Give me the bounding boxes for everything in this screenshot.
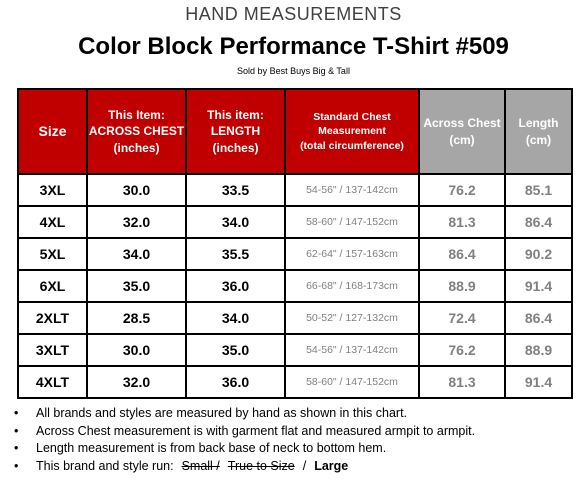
cell-length-inches: 35.5 [185,237,286,271]
cell-chest-cm: 81.3 [418,365,506,399]
header-line: ACROSS CHEST [88,124,185,139]
cell-standard-chest: 58-60" / 147-152cm [284,365,420,399]
cell-length-inches: 36.0 [185,269,286,303]
cell-length-cm: 86.4 [504,205,573,239]
cell-standard-chest: 54-56" / 137-142cm [284,173,420,207]
cell-length-inches: 35.0 [185,333,286,367]
fit-run-label: This brand and style run: [36,458,174,473]
note-text: Length measurement is from back base of … [36,441,387,455]
header-line: Length [518,116,559,131]
fit-separator: / [302,458,307,473]
cell-chest-cm: 76.2 [418,173,506,207]
cell-standard-chest: 66-68" / 168-173cm [284,269,420,303]
cell-standard-chest: 62-64" / 157-163cm [284,237,420,271]
cell-size: 3XL [17,173,88,207]
header-line: This Item: [108,108,165,123]
table-row: 3XLT 30.0 35.0 54-56" / 137-142cm 76.2 8… [17,333,573,367]
top-heading: HAND MEASUREMENTS [185,4,402,24]
cell-standard-chest: 50-52" / 127-132cm [284,301,420,335]
cell-chest-cm: 76.2 [418,333,506,367]
list-item: • Across Chest measurement is with garme… [14,423,587,441]
cell-size: 5XL [17,237,88,271]
cell-size: 3XLT [17,333,88,367]
bullet: • [14,406,19,420]
header-line: Across Chest [423,116,501,131]
cell-chest-cm: 88.9 [418,269,506,303]
cell-chest-inches: 32.0 [86,365,187,399]
cell-length-cm: 86.4 [504,301,573,335]
table-header-row: Size This Item: ACROSS CHEST (inches) Th… [17,88,573,175]
cell-length-cm: 91.4 [504,365,573,399]
header-length-cm: Length (cm) [504,88,573,175]
header-size: Size [17,88,88,175]
header-line: This item: [207,108,264,123]
cell-standard-chest: 54-56" / 137-142cm [284,333,420,367]
header-line: Measurement [318,125,386,138]
cell-length-inches: 34.0 [185,301,286,335]
table-row: 2XLT 28.5 34.0 50-52" / 127-132cm 72.4 8… [17,301,573,335]
cell-size: 4XLT [17,365,88,399]
header-across-chest-cm: Across Chest (cm) [418,88,506,175]
table-row: 5XL 34.0 35.5 62-64" / 157-163cm 86.4 90… [17,237,573,271]
cell-length-cm: 90.2 [504,237,573,271]
bullet: • [14,458,19,473]
table-row: 4XLT 32.0 36.0 58-60" / 147-152cm 81.3 9… [17,365,573,399]
note-text: All brands and styles are measured by ha… [36,406,408,420]
cell-chest-inches: 30.0 [86,173,187,207]
cell-chest-cm: 86.4 [418,237,506,271]
cell-length-cm: 91.4 [504,269,573,303]
header-line: (inches) [212,140,259,155]
table-row: 6XL 35.0 36.0 66-68" / 168-173cm 88.9 91… [17,269,573,303]
table-row: 4XL 32.0 34.0 58-60" / 147-152cm 81.3 86… [17,205,573,239]
cell-chest-cm: 72.4 [418,301,506,335]
header-length-inches: This item: LENGTH (inches) [185,88,286,175]
header-line: (cm) [449,132,475,147]
header-line: (inches) [113,140,160,155]
cell-size: 2XLT [17,301,88,335]
cell-size: 6XL [17,269,88,303]
cell-chest-inches: 28.5 [86,301,187,335]
header-line: (total circumference) [300,139,404,152]
header-line: (cm) [525,132,552,147]
bullet: • [14,441,19,455]
list-item: • This brand and style run: Small / True t… [14,458,587,476]
cell-chest-inches: 32.0 [86,205,187,239]
notes-list: • All brands and styles are measured by … [0,405,587,475]
cell-length-inches: 33.5 [185,173,286,207]
cell-chest-inches: 35.0 [86,269,187,303]
header-across-chest-inches: This Item: ACROSS CHEST (inches) [86,88,187,175]
list-item: • All brands and styles are measured by … [14,405,587,423]
table-row: 3XL 30.0 33.5 54-56" / 137-142cm 76.2 85… [17,173,573,207]
cell-length-inches: 36.0 [185,365,286,399]
cell-length-inches: 34.0 [185,205,286,239]
fit-option-true-to-size: True to Size [227,458,295,473]
fit-option-large: Large [314,458,349,473]
page-title: Color Block Performance T-Shirt #509 [78,33,509,60]
cell-chest-cm: 81.3 [418,205,506,239]
cell-length-cm: 88.9 [504,333,573,367]
cell-size: 4XL [17,205,88,239]
cell-length-cm: 85.1 [504,173,573,207]
fit-option-small: Small / [181,458,220,473]
header-line: Standard Chest [313,111,391,124]
header-line: LENGTH [210,124,261,139]
size-chart-table: Size This Item: ACROSS CHEST (inches) Th… [17,88,573,399]
cell-chest-inches: 30.0 [86,333,187,367]
list-item: • Length measurement is from back base o… [14,440,587,458]
seller-subtitle: Sold by Best Buys Big & Tall [237,66,350,76]
note-text: Across Chest measurement is with garment… [36,423,476,438]
header-standard-chest: Standard Chest Measurement (total circum… [284,88,420,175]
bullet: • [14,423,19,438]
cell-chest-inches: 34.0 [86,237,187,271]
cell-standard-chest: 58-60" / 147-152cm [284,205,420,239]
